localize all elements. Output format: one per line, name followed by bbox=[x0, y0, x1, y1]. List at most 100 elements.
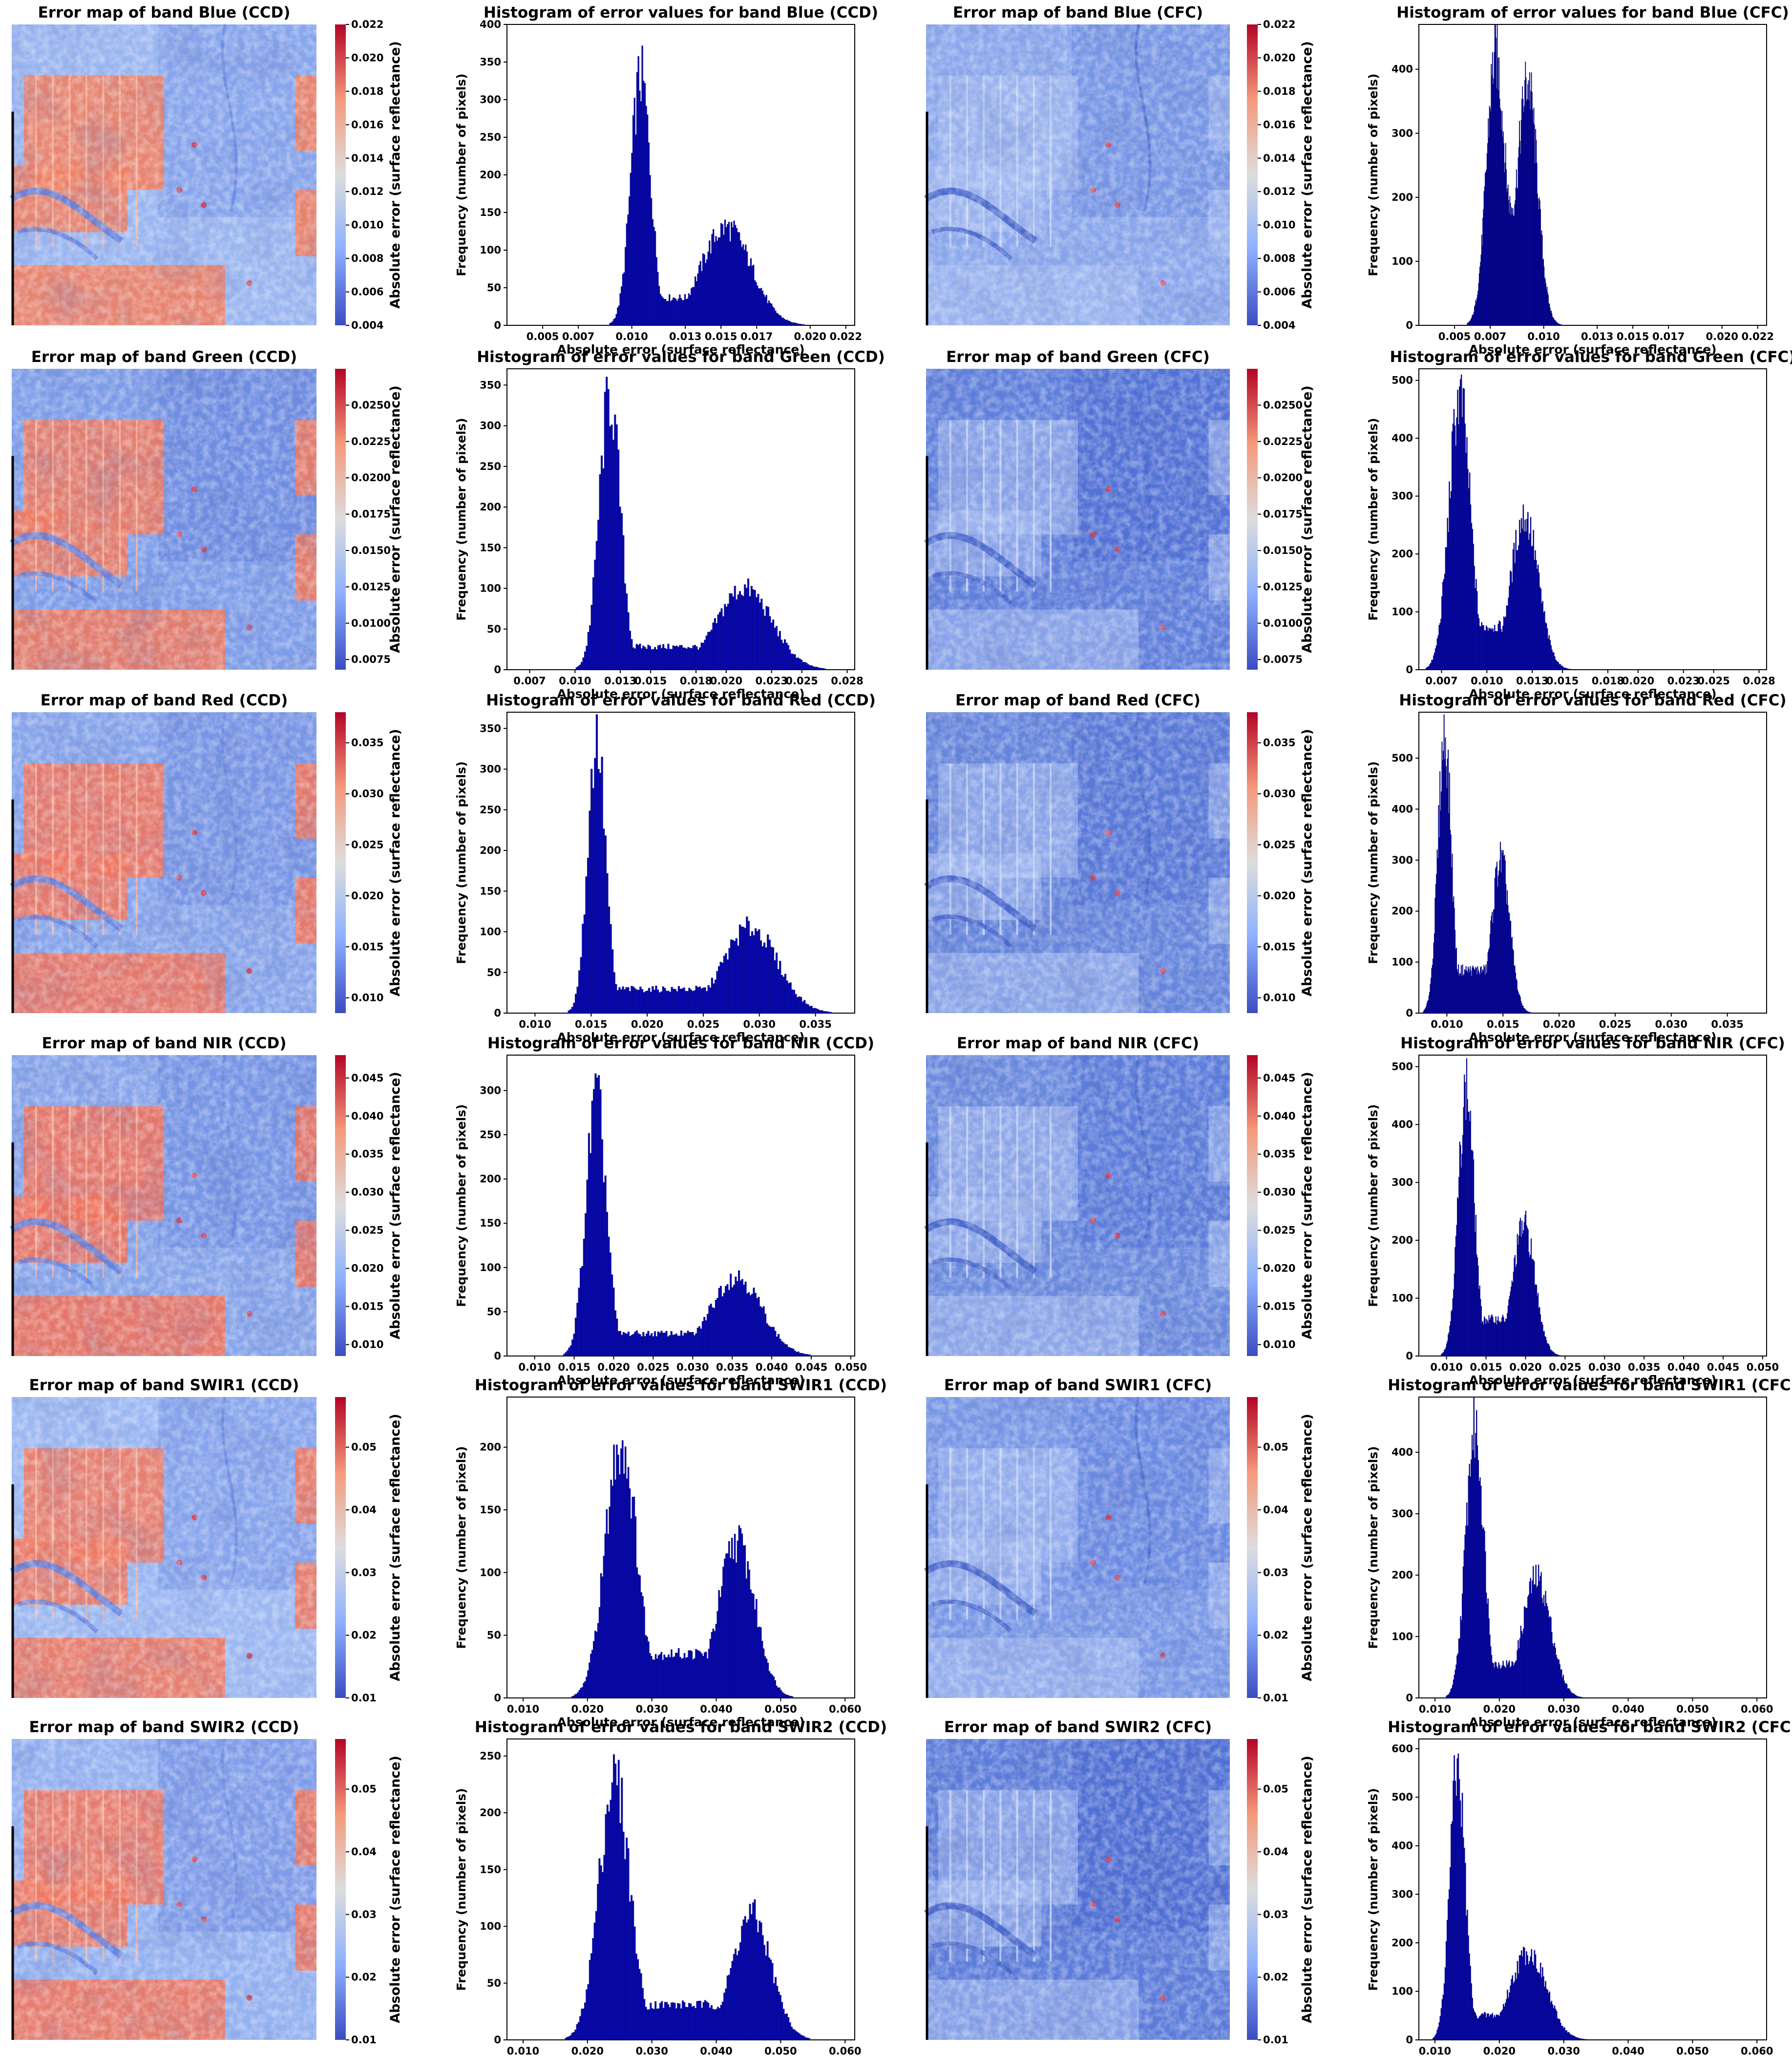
histogram-bar bbox=[779, 961, 781, 1014]
histogram-bar bbox=[826, 1011, 828, 1014]
histogram-bar bbox=[706, 2001, 708, 2040]
histogram-bar bbox=[632, 1334, 635, 1357]
colorbar-tick-label: 0.018 bbox=[1263, 85, 1295, 97]
histogram-bar bbox=[610, 1480, 612, 1698]
histogram-bar bbox=[590, 1953, 592, 2040]
x-tick-label: 0.018 bbox=[1592, 675, 1624, 687]
histogram-bar bbox=[619, 293, 621, 326]
histogram-bar bbox=[713, 1308, 716, 1357]
map-title-ccd: Error map of band Blue (CCD) bbox=[38, 4, 291, 21]
histogram-bar bbox=[656, 2009, 658, 2040]
map-title-ccd: Error map of band Red (CCD) bbox=[41, 692, 288, 709]
x-tick-label: 0.035 bbox=[1711, 1018, 1743, 1030]
histogram-bar bbox=[667, 643, 670, 670]
histogram-bar bbox=[1565, 2031, 1566, 2040]
histogram-bar bbox=[566, 1350, 569, 1357]
histogram-bar bbox=[606, 377, 608, 670]
histogram-bar bbox=[665, 1657, 667, 1698]
histogram-bar bbox=[712, 1629, 715, 1698]
histogram-bar bbox=[648, 2009, 650, 2040]
histogram-bar bbox=[815, 667, 818, 670]
histogram-bar bbox=[734, 586, 736, 670]
histogram-bar bbox=[706, 1658, 709, 1698]
histogram-bar bbox=[642, 645, 645, 670]
histogram-bar bbox=[716, 240, 718, 326]
histogram-bar bbox=[611, 1782, 613, 2040]
histogram-bar bbox=[757, 1627, 759, 1698]
histogram-bar bbox=[735, 1949, 737, 2040]
histogram-bar bbox=[1471, 1983, 1472, 2040]
histogram-bar bbox=[731, 1538, 733, 1698]
x-axis-label: Absolute error (surface reflectance) bbox=[1469, 342, 1716, 357]
histogram-bar bbox=[649, 175, 651, 326]
histogram-bar bbox=[620, 1448, 622, 1698]
histogram-bar bbox=[803, 2036, 805, 2040]
histogram-bar bbox=[755, 928, 757, 1014]
histogram-bar bbox=[646, 1334, 648, 1357]
histogram-bar bbox=[754, 590, 756, 670]
histogram-bar bbox=[600, 455, 603, 670]
histogram-bar bbox=[732, 940, 734, 1014]
x-tick-label: 0.020 bbox=[1706, 331, 1738, 342]
colorbar-tick-label: 0.05 bbox=[351, 1783, 377, 1795]
histogram-bar bbox=[763, 294, 765, 326]
histogram-bar bbox=[775, 1977, 777, 2040]
histogram-bar bbox=[571, 1696, 573, 1698]
x-tick-label: 0.020 bbox=[1509, 1361, 1541, 1373]
colorbar-label: Absolute error (surface reflectance) bbox=[1300, 729, 1315, 996]
histogram-bar bbox=[573, 1002, 575, 1014]
histogram-bar bbox=[619, 507, 621, 670]
histogram-bar bbox=[778, 1992, 780, 2040]
histogram-bar bbox=[1437, 2027, 1439, 2040]
y-tick-label: 100 bbox=[480, 1921, 501, 1932]
histogram-bar bbox=[632, 1497, 634, 1698]
histogram-bars bbox=[563, 1073, 811, 1357]
histogram-bar bbox=[760, 288, 762, 326]
colorbar-green-ccd: 0.0250 0.0225 0.0200 0.0175 0.0150 0.0125 0.01… bbox=[335, 369, 403, 670]
histogram-bar bbox=[719, 1597, 721, 1698]
histogram-title: Histogram of error values for band NIR (… bbox=[1400, 1035, 1785, 1052]
y-tick-label: 250 bbox=[480, 461, 501, 472]
x-tick-label: 0.025 bbox=[637, 1361, 669, 1373]
histogram-bar bbox=[1533, 1965, 1535, 2040]
histogram-bar bbox=[810, 665, 813, 670]
histogram-bar bbox=[726, 1284, 729, 1357]
histogram-bar bbox=[1534, 1950, 1536, 2040]
histogram-bar bbox=[651, 649, 653, 670]
histogram-bar bbox=[573, 1334, 575, 1357]
histogram-bar bbox=[704, 2000, 706, 2040]
histogram-bar bbox=[1571, 2035, 1573, 2040]
histogram-bar bbox=[828, 1012, 830, 1014]
y-tick-label: 0 bbox=[1406, 664, 1413, 676]
x-tick-label: 0.025 bbox=[1549, 1361, 1581, 1373]
histogram-bar bbox=[616, 990, 619, 1014]
histogram-bar bbox=[685, 1333, 688, 1357]
histogram-bar bbox=[799, 323, 801, 326]
histogram-bar bbox=[701, 1321, 704, 1357]
y-tick-label: 50 bbox=[487, 1630, 501, 1641]
histogram-bar bbox=[647, 114, 649, 326]
histogram-bar bbox=[789, 649, 791, 670]
histogram-bar bbox=[617, 307, 619, 326]
histogram-bar bbox=[817, 1009, 820, 1014]
histogram-bar bbox=[738, 232, 740, 326]
histogram-bar bbox=[584, 1681, 586, 1698]
y-tick-label: 300 bbox=[1391, 127, 1413, 139]
histogram-bar bbox=[766, 1941, 769, 2040]
histogram-bar bbox=[607, 389, 610, 670]
histogram-red-ccd: 0.010 0.015 0.020 0.025 0.030 0.035 0 50 100 150 2… bbox=[454, 692, 876, 1044]
colorbar-label: Absolute error (surface reflectance) bbox=[388, 385, 403, 653]
histogram-bar bbox=[742, 1919, 745, 2040]
colorbar-tick-label: 0.0075 bbox=[1263, 654, 1303, 665]
histogram-bar bbox=[646, 649, 648, 670]
histogram-bar bbox=[746, 1293, 748, 1357]
histogram-bar bbox=[1447, 1899, 1449, 2040]
x-axis-label: Absolute error (surface reflectance) bbox=[557, 1373, 804, 1387]
x-tick-label: 0.050 bbox=[1747, 1361, 1779, 1373]
histogram-bar bbox=[1459, 1800, 1461, 2040]
histogram-bar bbox=[684, 648, 686, 670]
histogram-bar bbox=[589, 1960, 591, 2040]
x-tick-label: 0.030 bbox=[1547, 1703, 1580, 1715]
colorbar-tick-label: 0.01 bbox=[351, 2034, 377, 2046]
y-tick-label: 50 bbox=[487, 1977, 501, 1989]
